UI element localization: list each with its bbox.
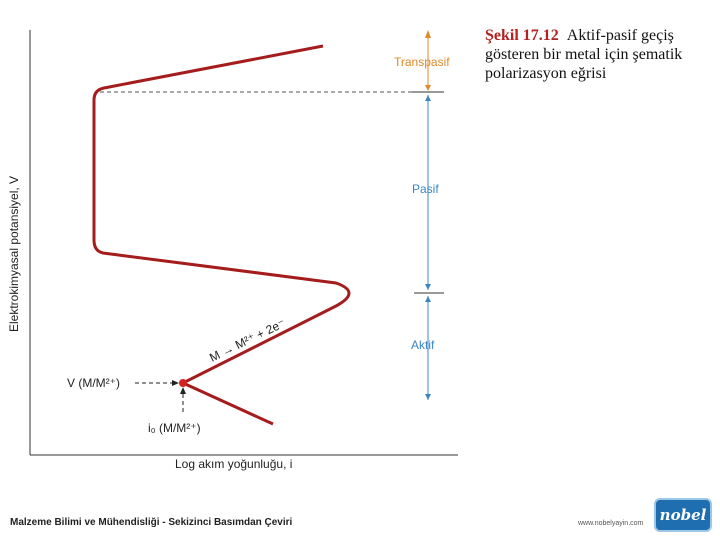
current-label: i₀ (M/M²⁺) <box>148 421 201 435</box>
figure-caption-text: Aktif-pasif geçiş gösteren bir metal içi… <box>485 27 683 82</box>
y-axis-label: Elektrokimyasal potansiyel, V <box>7 176 21 332</box>
transpasif-label: Transpasif <box>394 55 450 69</box>
equilibrium-point <box>179 379 187 387</box>
reaction-label: M → M²⁺ + 2e⁻ <box>207 316 287 365</box>
aktif-arrow <box>425 296 431 400</box>
footer-book-title: Malzeme Bilimi ve Mühendisliği - Sekizin… <box>10 517 293 528</box>
current-arrowhead <box>180 387 186 394</box>
nobel-logo: nobel <box>654 498 712 532</box>
nobel-logo-text: nobel <box>659 506 707 524</box>
figure-number: Şekil 17.12 <box>485 27 559 44</box>
reaction-annotation: M → M²⁺ + 2e⁻ <box>207 316 287 365</box>
aktif-label: Aktif <box>411 338 435 352</box>
transpasif-arrow <box>425 30 431 91</box>
pasif-arrow <box>425 95 431 290</box>
footer-url[interactable]: www.nobelyayin.com <box>578 520 644 527</box>
pasif-label: Pasif <box>412 182 439 196</box>
potential-label: V (M/M²⁺) <box>67 376 120 390</box>
x-axis-label: Log akım yoğunluğu, i <box>175 457 292 471</box>
polarization-curve-path <box>92 44 351 426</box>
figure-caption: Şekil 17.12 Aktif-pasif geçiş gösteren bi… <box>485 26 717 83</box>
potential-arrowhead <box>172 380 179 386</box>
